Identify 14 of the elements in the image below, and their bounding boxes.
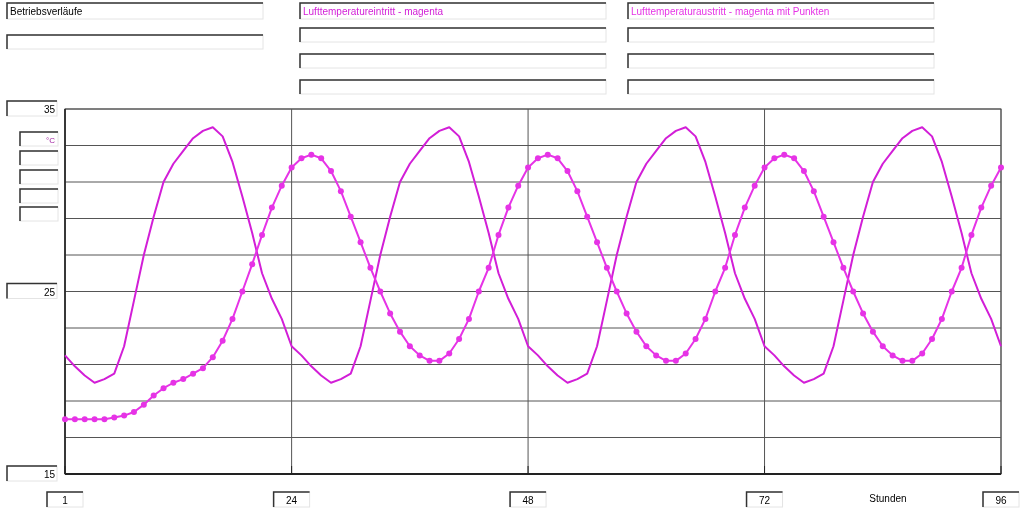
- x-tick-label: 1: [62, 495, 69, 506]
- y-axis-title: °C: [46, 136, 56, 145]
- text: Lufttemperatureintritt - magenta: [303, 6, 444, 17]
- x-tick-label: 24: [286, 495, 298, 506]
- text: Lufttemperaturaustritt - magenta mit Punkten: [631, 6, 830, 17]
- y-tick-label: 35: [43, 104, 56, 115]
- y-tick-label: 25: [43, 286, 56, 298]
- x-axis-title: Stunden: [869, 493, 907, 504]
- x-tick-label: 72: [758, 495, 771, 506]
- x-tick-label: 96: [995, 495, 1007, 506]
- y-tick-label: 15: [43, 469, 56, 480]
- line-series: [64, 126, 1002, 384]
- x-tick-label: 48: [522, 495, 535, 506]
- chart-title: Betriebsverläufe: [10, 6, 83, 17]
